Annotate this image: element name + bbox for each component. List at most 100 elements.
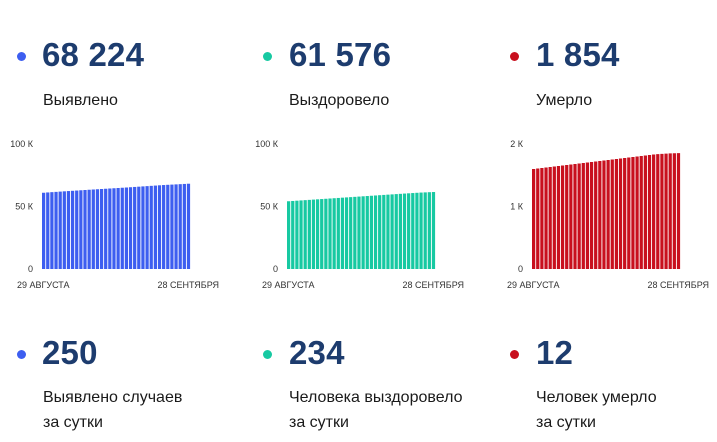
bar xyxy=(162,185,166,269)
bar xyxy=(639,156,643,269)
bar xyxy=(170,184,174,269)
bar xyxy=(108,188,112,269)
bar xyxy=(668,153,672,270)
bar xyxy=(573,164,577,269)
bar xyxy=(157,185,162,269)
bar xyxy=(635,156,639,269)
bar xyxy=(623,158,627,269)
bar xyxy=(647,155,652,269)
bar xyxy=(50,192,54,269)
bar xyxy=(315,199,320,269)
bar xyxy=(336,197,340,269)
bar xyxy=(178,184,182,269)
bar xyxy=(357,196,361,269)
bar xyxy=(606,160,610,269)
daily-recovered-label-line2: за сутки xyxy=(289,414,349,431)
bar xyxy=(598,161,602,269)
bar xyxy=(83,190,87,269)
bar xyxy=(532,169,536,269)
bar xyxy=(398,193,402,269)
bar xyxy=(95,189,100,269)
chart-deaths-svg: 0 1 К 2 К 29 АВГУСТА 28 СЕНТЯБРЯ xyxy=(507,139,709,290)
bar xyxy=(174,184,178,270)
daily-recovered-label-line1: Человека выздоровело xyxy=(289,389,463,406)
daily-detected-label-line2: за сутки xyxy=(43,414,103,431)
bar xyxy=(540,168,544,269)
bar xyxy=(295,200,299,269)
bar xyxy=(556,166,561,269)
bar xyxy=(589,162,594,269)
bar xyxy=(602,160,606,269)
bar xyxy=(560,165,565,269)
bar xyxy=(536,168,540,269)
bar xyxy=(585,162,590,269)
chart-deaths: 0 1 К 2 К 29 АВГУСТА 28 СЕНТЯБРЯ xyxy=(490,134,717,294)
daily-deaths-dot-icon xyxy=(510,350,519,359)
y-tick-label: 100 К xyxy=(10,139,34,149)
bar xyxy=(332,198,336,269)
bar xyxy=(652,154,656,269)
bar xyxy=(128,187,133,269)
bar xyxy=(287,201,291,269)
bar xyxy=(548,167,552,269)
bar xyxy=(419,192,423,269)
bar xyxy=(627,157,631,269)
bar xyxy=(427,192,431,269)
bar xyxy=(544,167,548,269)
bar xyxy=(643,155,647,269)
bar xyxy=(149,185,153,269)
bar xyxy=(62,191,66,269)
bar xyxy=(660,153,664,270)
y-tick-label: 2 К xyxy=(510,139,524,149)
daily-detected-dot-icon xyxy=(17,350,26,359)
bar xyxy=(411,193,415,269)
bar xyxy=(618,158,623,269)
bar xyxy=(577,163,581,269)
bar xyxy=(91,189,95,269)
x-start-label: 29 АВГУСТА xyxy=(507,280,560,290)
chart-detected-svg: 0 50 К 100 К 29 АВГУСТА 28 СЕНТЯБРЯ xyxy=(10,139,219,290)
chart-recovered: 0 50 К 100 К 29 АВГУСТА 28 СЕНТЯБРЯ xyxy=(245,134,485,294)
detected-dot-icon xyxy=(17,52,26,61)
bar xyxy=(70,190,75,269)
x-start-label: 29 АВГУСТА xyxy=(262,280,315,290)
bar xyxy=(120,187,124,269)
bar xyxy=(349,197,353,270)
bar xyxy=(311,199,316,269)
bar xyxy=(656,154,660,270)
chart-detected: 0 50 К 100 К 29 АВГУСТА 28 СЕНТЯБРЯ xyxy=(0,134,240,294)
bar xyxy=(361,196,365,269)
bar xyxy=(569,164,573,269)
bar xyxy=(328,198,332,269)
bar xyxy=(112,188,116,269)
bar xyxy=(133,186,137,269)
x-end-label: 28 СЕНТЯБРЯ xyxy=(647,280,709,290)
x-start-label: 29 АВГУСТА xyxy=(17,280,70,290)
bar xyxy=(407,193,411,269)
bar xyxy=(431,192,436,269)
bar xyxy=(373,195,378,269)
bar xyxy=(378,195,382,269)
bar xyxy=(42,192,46,269)
bar xyxy=(186,183,191,269)
bar xyxy=(672,153,676,269)
bar xyxy=(137,186,141,269)
bar xyxy=(676,153,681,270)
y-tick-label: 50 К xyxy=(15,202,34,212)
bar xyxy=(79,190,83,269)
bar xyxy=(104,188,108,269)
bar xyxy=(382,194,386,269)
y-tick-label: 100 К xyxy=(255,139,279,149)
bar xyxy=(390,194,394,270)
chart-recovered-svg: 0 50 К 100 К 29 АВГУСТА 28 СЕНТЯБРЯ xyxy=(255,139,464,290)
bar xyxy=(182,183,186,269)
recovered-dot-icon xyxy=(263,52,272,61)
deaths-total: 1 854 xyxy=(536,36,620,73)
y-tick-label: 0 xyxy=(273,264,278,274)
bar xyxy=(394,194,398,269)
bar xyxy=(353,196,357,269)
bar xyxy=(54,191,58,270)
bar xyxy=(664,153,668,270)
x-end-label: 28 СЕНТЯБРЯ xyxy=(157,280,219,290)
bar xyxy=(87,189,91,269)
